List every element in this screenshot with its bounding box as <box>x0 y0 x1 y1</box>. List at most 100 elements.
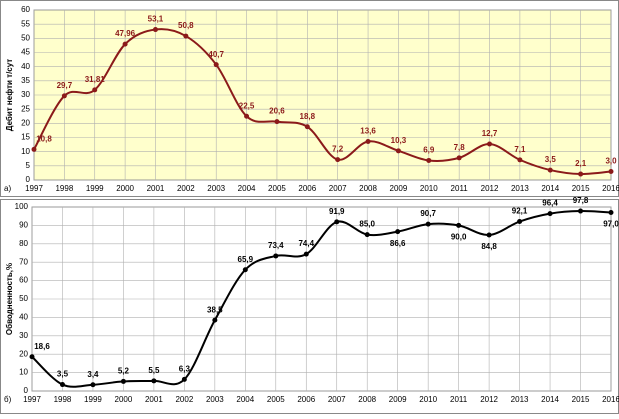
x-tick-label: 2000 <box>115 395 133 404</box>
y-tick-label: 50 <box>19 294 28 303</box>
x-tick-label: 2016 <box>602 395 619 404</box>
x-tick-label: 1999 <box>84 395 102 404</box>
marker <box>578 171 584 177</box>
y-tick-label: 100 <box>15 202 29 211</box>
value-label: 3,0 <box>605 157 617 166</box>
value-label: 65,9 <box>238 255 254 264</box>
marker <box>90 382 96 388</box>
y-tick-label: 70 <box>19 257 28 266</box>
annotation: а) <box>4 184 11 193</box>
line <box>33 28 612 176</box>
value-label: 97,0 <box>603 220 619 229</box>
value-label: 22,5 <box>239 101 255 110</box>
marker <box>517 157 523 163</box>
marker <box>181 376 187 382</box>
y-tick-label: 40 <box>21 62 30 71</box>
x-tick-label: 2001 <box>147 184 165 193</box>
marker <box>547 211 553 217</box>
value-label: 97,8 <box>573 196 589 205</box>
value-label: 29,7 <box>57 81 73 90</box>
y-tick-label: 55 <box>21 19 30 28</box>
marker <box>578 208 584 214</box>
value-label: 3,5 <box>57 370 69 379</box>
value-label: 90,7 <box>420 209 436 218</box>
value-label: 38,5 <box>207 305 223 314</box>
x-tick-label: 1998 <box>54 395 72 404</box>
value-label: 5,5 <box>148 366 160 375</box>
marker <box>212 317 218 323</box>
marker <box>120 378 126 384</box>
x-tick-label: 2004 <box>236 395 254 404</box>
y-tick-label: 50 <box>21 33 30 42</box>
marker <box>151 378 157 384</box>
marker <box>92 87 98 93</box>
marker <box>486 232 492 238</box>
value-label: 91,9 <box>329 207 345 216</box>
y-tick-label: 30 <box>21 90 30 99</box>
x-tick-label: 2009 <box>389 395 407 404</box>
value-label: 47,96 <box>115 29 136 38</box>
value-label: 40,7 <box>208 50 224 59</box>
marker <box>334 219 340 225</box>
value-label: 7,8 <box>454 143 466 152</box>
y-tick-label: 35 <box>21 76 30 85</box>
marker <box>608 210 614 216</box>
x-tick-label: 2011 <box>451 184 469 193</box>
marker <box>395 229 401 235</box>
y-axis-label: Дебит нефти т/сут <box>5 59 14 132</box>
y-tick-label: 80 <box>19 239 28 248</box>
x-tick-label: 2007 <box>328 395 346 404</box>
marker <box>244 113 250 119</box>
x-tick-label: 2010 <box>420 184 438 193</box>
y-tick-label: 0 <box>24 386 29 395</box>
x-tick-label: 2013 <box>511 184 529 193</box>
value-label: 86,6 <box>390 239 406 248</box>
y-tick-label: 45 <box>21 48 30 57</box>
marker <box>395 148 401 154</box>
marker <box>61 93 67 99</box>
x-tick-label: 2000 <box>116 184 134 193</box>
marker <box>456 222 462 228</box>
marker <box>122 41 128 47</box>
value-label: 6,3 <box>179 365 191 374</box>
value-label: 6,9 <box>423 146 435 155</box>
y-tick-label: 10 <box>21 147 30 156</box>
x-tick-label: 2012 <box>480 395 498 404</box>
value-label: 18,6 <box>34 342 50 351</box>
x-tick-label: 2014 <box>541 184 559 193</box>
x-tick-label: 1997 <box>23 395 41 404</box>
y-tick-label: 30 <box>19 331 28 340</box>
x-tick-label: 2015 <box>572 184 590 193</box>
marker <box>608 169 614 174</box>
value-label: 10,8 <box>36 135 52 144</box>
marker <box>365 138 371 144</box>
x-tick-label: 2008 <box>359 184 377 193</box>
x-tick-label: 2007 <box>329 184 347 193</box>
value-label: 31,81 <box>85 75 106 84</box>
x-tick-label: 2003 <box>206 395 224 404</box>
value-label: 73,4 <box>268 241 284 250</box>
marker <box>59 382 65 388</box>
marker <box>425 221 431 227</box>
x-tick-label: 2016 <box>602 184 619 193</box>
x-tick-label: 2006 <box>297 395 315 404</box>
value-label: 74,4 <box>298 239 314 248</box>
x-tick-label: 2005 <box>268 184 286 193</box>
marker <box>213 62 219 68</box>
marker <box>304 124 310 130</box>
value-label: 12,7 <box>482 129 498 138</box>
value-label: 3,4 <box>87 370 99 379</box>
x-tick-label: 2006 <box>298 184 316 193</box>
x-tick-label: 2014 <box>541 395 559 404</box>
value-label: 92,1 <box>512 207 528 216</box>
marker <box>364 232 370 238</box>
marker <box>183 33 189 39</box>
value-label: 7,2 <box>332 145 344 154</box>
y-tick-label: 25 <box>21 104 30 113</box>
value-label: 90,0 <box>451 233 467 242</box>
value-label: 53,1 <box>148 15 164 24</box>
x-tick-label: 2002 <box>177 184 195 193</box>
y-tick-label: 10 <box>19 368 28 377</box>
marker <box>29 354 35 360</box>
